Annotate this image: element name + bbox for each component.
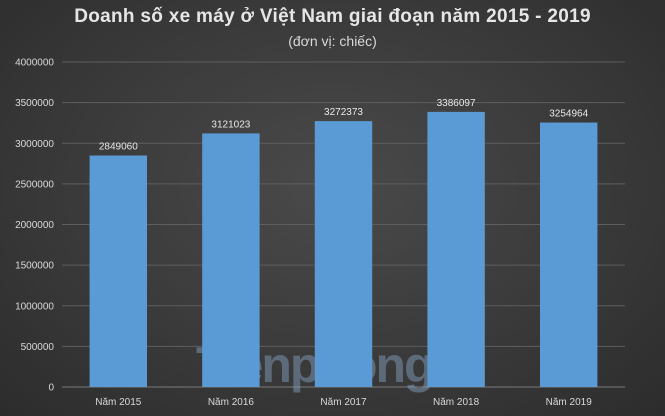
bar: [202, 133, 260, 387]
x-tick-label: Năm 2015: [95, 397, 142, 408]
bar: [539, 122, 598, 387]
y-tick-label: 0: [48, 383, 54, 394]
y-tick-label: 500000: [21, 342, 55, 353]
bar: [314, 121, 373, 387]
x-tick-label: Năm 2016: [208, 397, 255, 408]
chart-subtitle: (đơn vị: chiếc): [288, 33, 377, 49]
data-label: 2849060: [99, 142, 138, 153]
y-tick-label: 4000000: [15, 58, 54, 69]
y-tick-label: 1500000: [15, 261, 54, 272]
x-axis: Năm 2015 Năm 2016 Năm 2017 Năm 2018 Năm 2019: [95, 397, 592, 408]
y-tick-label: 1000000: [15, 301, 54, 312]
y-tick-label: 3000000: [15, 139, 54, 150]
y-tick-label: 3500000: [15, 98, 54, 109]
x-tick-label: Năm 2018: [433, 397, 480, 408]
bar: [89, 155, 148, 387]
bar: [427, 111, 485, 388]
bars: [89, 111, 598, 388]
data-label: 3272373: [324, 107, 363, 118]
x-tick-label: Năm 2017: [320, 397, 367, 408]
chart-title: Doanh số xe máy ở Việt Nam giai đoạn năm…: [74, 6, 591, 27]
x-tick-label: Năm 2019: [546, 397, 593, 408]
data-label: 3386097: [437, 98, 476, 109]
data-label: 3254964: [549, 109, 588, 120]
y-tick-label: 2000000: [15, 220, 54, 231]
data-labels: 2849060 3121023 3272373 3386097 3254964: [99, 98, 589, 153]
data-label: 3121023: [211, 119, 250, 130]
y-axis: 0 500000 1000000 1500000 2000000 2500000 30000…: [15, 58, 54, 394]
y-tick-label: 2500000: [15, 179, 54, 190]
